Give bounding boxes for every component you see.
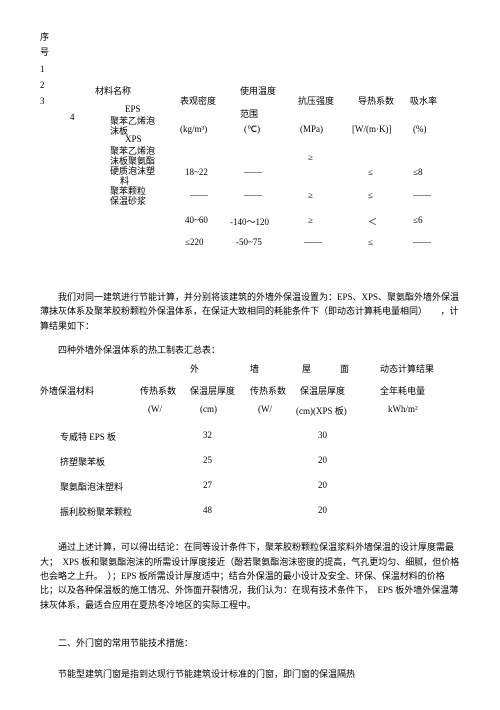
- t1-h-absorb: 吸水率: [410, 94, 437, 107]
- t1-h-density: 表观密度: [180, 94, 216, 107]
- t1-a1: ≤8: [413, 167, 422, 177]
- t2-r3-a: 27: [203, 480, 212, 490]
- t2-r3-m: 聚氨酯泡沫塑料: [60, 480, 123, 493]
- t2-h-th2: 保温层厚度: [300, 384, 345, 397]
- t1-u-density: (kg/m³): [180, 124, 207, 134]
- t1-t1v: ——: [244, 167, 262, 177]
- t1-c3: ≥: [308, 215, 313, 225]
- t1-u-compress: (MPa): [300, 124, 323, 134]
- t1-k3: ＜: [368, 215, 377, 228]
- t1-r1-n1: EPS: [125, 104, 141, 114]
- t2-h-wall: 墙: [250, 362, 259, 375]
- seq-3: 3: [40, 96, 460, 106]
- t2-r2-a: 25: [203, 455, 212, 465]
- t2-u-cm2: (cm)(XPS 板): [296, 404, 347, 417]
- t2-r4-m: 振利胶粉聚苯颗粒: [60, 505, 132, 518]
- t2-r3-b: 20: [318, 480, 327, 490]
- t1-r3-n1: 硬质泡沫塑: [110, 164, 155, 177]
- t1-d3: 40~60: [185, 215, 208, 225]
- t2-r1-a: 32: [203, 430, 212, 440]
- t2-h-mat: 外墙保温材料: [40, 384, 94, 397]
- t1-a3: ≤6: [413, 215, 422, 225]
- t1-u-absorb: (%): [413, 124, 427, 134]
- seq-label-2: 号: [40, 45, 460, 58]
- t1-d2: ——: [190, 190, 208, 200]
- t1-h-conduct: 导热系数: [358, 94, 394, 107]
- table-1: 材料名称 表观密度 使用温度 范围 抗压强度 导热系数 吸水率 4 EPS 聚苯…: [40, 112, 460, 282]
- t2-h-k1: 传热系数: [140, 384, 176, 397]
- t1-k1: ≤: [368, 167, 373, 177]
- t1-a4: ——: [413, 237, 431, 247]
- seq-1: 1: [40, 64, 460, 74]
- table-2: 外 墙 屋 面 动态计算结果 外墙保温材料 传热系数 保温层厚度 传热系数 保温…: [40, 362, 460, 532]
- t2-r4-a: 48: [203, 505, 212, 515]
- t1-t4v: -50~75: [236, 237, 262, 247]
- t2-h-face: 面: [340, 362, 349, 375]
- t1-h-range: 范围: [240, 107, 258, 120]
- t1-t3v: -140～120: [230, 215, 269, 228]
- t2-r1-b: 30: [318, 430, 327, 440]
- t2-h-k2: 传热系数: [250, 384, 286, 397]
- para-3: 节能型建筑门窗是指到达现行节能建筑设计标准的门窗，即门窗的保温隔热: [40, 667, 460, 681]
- t1-u-conduct: [W/(m·K)]: [352, 124, 391, 134]
- t1-t2v: ——: [244, 190, 262, 200]
- t1-d4: ≤220: [185, 237, 203, 247]
- t2-u-kwh: kWh/m²: [388, 404, 418, 414]
- t2-u-cm1: (cm): [200, 404, 217, 414]
- t1-a2: ——: [413, 190, 431, 200]
- t2-r2-m: 挤塑聚苯板: [60, 455, 105, 468]
- t1-u-temp: (℃): [244, 124, 260, 135]
- t1-d1: 18~22: [185, 167, 208, 177]
- para-2: 通过上述计算，可以得出结论：在同等设计条件下，聚苯胶粉颗粒保温浆料外墙保温的设计…: [40, 540, 460, 612]
- t1-k2: ≤: [368, 190, 373, 200]
- t2-h-dyn: 动态计算结果: [380, 362, 434, 375]
- t2-h-th1: 保温层厚度: [190, 384, 235, 397]
- t2-u-w2: (W/: [258, 404, 272, 414]
- seq-label-1: 序: [40, 30, 460, 43]
- t1-h-compress: 抗压强度: [298, 94, 334, 107]
- t1-h-temp: 使用温度: [240, 84, 276, 97]
- t1-c2: ≥: [308, 190, 313, 200]
- t2-h-energy: 全年耗电量: [380, 384, 425, 397]
- subhead-1: 四种外墙外保温体系的热工制表汇总表：: [40, 343, 460, 356]
- t1-c4: ——: [304, 237, 322, 247]
- t2-r2-b: 20: [318, 455, 327, 465]
- t1-r2-n1: XPS: [125, 134, 142, 144]
- t1-c1: ≥: [308, 152, 313, 162]
- t2-u-w1: (W/: [148, 404, 162, 414]
- para-1: 我们对同一建筑进行节能计算，并分别将该建筑的外墙外保温设置为：EPS、XPS、聚…: [40, 290, 460, 333]
- t1-h-material: 材料名称: [95, 84, 131, 97]
- t2-h-roof: 屋: [302, 362, 311, 375]
- seq-4: 4: [70, 112, 75, 122]
- t2-r1-m: 专威特 EPS 板: [60, 430, 116, 443]
- section-2-title: 二、外门窗的常用节能技术措施：: [40, 636, 460, 649]
- t1-r4-n2: 保温砂浆: [110, 194, 146, 207]
- t1-k4: ≤: [368, 237, 373, 247]
- t2-h-outer: 外: [190, 362, 199, 375]
- t2-r4-b: 20: [318, 505, 327, 515]
